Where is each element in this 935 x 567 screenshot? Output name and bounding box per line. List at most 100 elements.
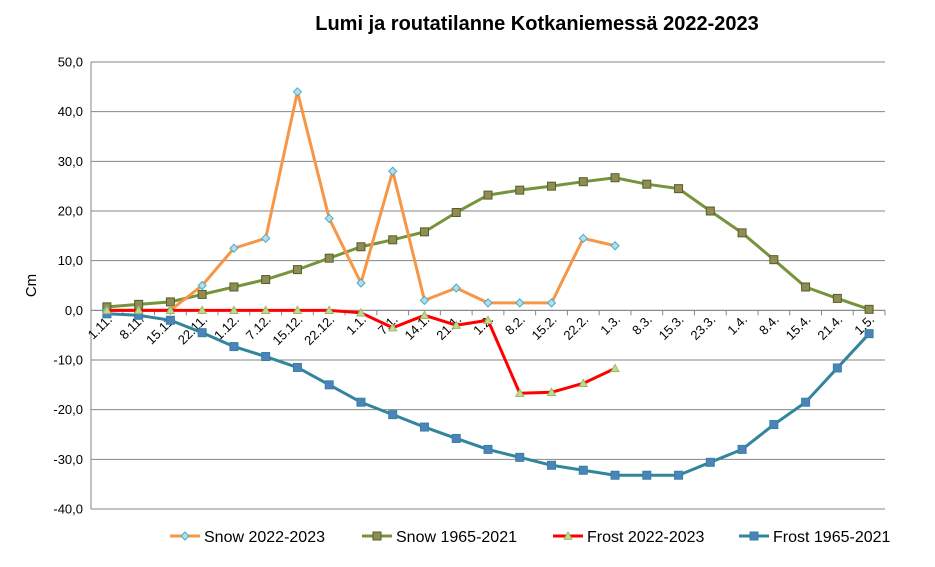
data-point [705, 206, 715, 216]
y-axis-label: Cm [23, 274, 40, 297]
data-point [133, 305, 144, 315]
data-point [674, 470, 684, 480]
data-point [451, 283, 461, 293]
data-point [674, 184, 684, 194]
data-point [864, 329, 874, 339]
data-point [610, 470, 620, 480]
data-point [197, 280, 207, 291]
x-tick-label: 1.2. [470, 312, 496, 338]
data-point [515, 185, 525, 195]
data-point [610, 241, 620, 251]
data-point [451, 320, 462, 329]
data-point [769, 255, 779, 265]
data-point [165, 305, 176, 315]
data-point [737, 444, 747, 454]
legend: Snow 2022-2023 Snow 1965-2021 Frost 2022-2… [170, 529, 891, 546]
data-point [387, 322, 398, 332]
data-point [261, 352, 271, 362]
data-point [801, 282, 811, 292]
legend-item: Frost 1965-2021 [739, 529, 891, 546]
y-tick-label: 40,0 [58, 104, 83, 119]
data-point [260, 233, 271, 244]
x-tick-label: 15.12. [269, 312, 305, 348]
data-point [292, 265, 302, 275]
data-point [260, 305, 271, 315]
series-line [106, 90, 616, 312]
data-point [483, 190, 493, 200]
x-tick-label: 23.3. [687, 312, 718, 343]
data-point [292, 87, 303, 97]
data-point [483, 298, 493, 308]
y-tick-label: 20,0 [58, 204, 83, 219]
data-point [578, 378, 589, 388]
legend-item: Frost 2022-2023 [553, 529, 705, 546]
data-point [705, 457, 715, 467]
data-point [292, 305, 303, 315]
data-point [229, 305, 239, 315]
data-point [451, 207, 461, 217]
legend-marker [563, 530, 573, 540]
y-tick-label: -40,0 [53, 502, 83, 517]
data-point [229, 282, 239, 292]
data-point [483, 315, 493, 324]
axes [90, 62, 886, 509]
y-tick-label: -30,0 [53, 452, 83, 467]
y-tick-labels: -40,0 -30,0 -20,0 -10,0 0,0 10,0 20,0 30,0 40,0 5… [53, 55, 83, 517]
chart-title: Lumi ja routatilanne Kotkaniemessä 2022-… [315, 13, 759, 35]
x-tick-label: 15.4. [783, 312, 814, 343]
data-point [197, 328, 207, 338]
legend-item: Snow 1965-2021 [362, 529, 517, 546]
series-2 [102, 305, 620, 397]
series-0 [102, 87, 620, 316]
x-tick-label: 8.4. [756, 312, 782, 338]
data-point [229, 243, 239, 253]
x-tick-label: 15.2. [529, 312, 560, 343]
x-tick-label: 8.3. [629, 312, 655, 338]
data-point [578, 465, 588, 475]
data-point [388, 235, 398, 245]
data-point [229, 342, 239, 352]
x-tick-label: 8.2. [502, 312, 528, 338]
data-point [832, 293, 842, 303]
x-tick-label: 22.2. [560, 312, 591, 343]
data-point [737, 228, 747, 238]
y-tick-label: -20,0 [53, 402, 83, 417]
data-point [197, 305, 208, 315]
data-point [578, 233, 588, 244]
data-point [514, 388, 525, 397]
data-point [388, 166, 398, 176]
series-layer [102, 87, 874, 480]
data-point [102, 305, 112, 315]
data-point [324, 253, 334, 263]
data-point [546, 387, 557, 396]
data-point [451, 433, 461, 443]
data-point [324, 380, 334, 390]
legend-marker [749, 531, 759, 541]
data-point [356, 278, 366, 288]
data-point [547, 460, 557, 470]
data-point [578, 177, 588, 187]
x-tick-label: 1.4. [724, 312, 750, 338]
data-point [419, 295, 430, 306]
series-1 [102, 173, 874, 314]
x-tick-label: 15.3. [656, 312, 687, 343]
y-tick-label: 50,0 [58, 55, 83, 70]
legend-label: Snow 1965-2021 [396, 529, 517, 546]
data-point [642, 179, 652, 189]
data-point [419, 227, 429, 237]
legend-item: Snow 2022-2023 [170, 529, 325, 546]
legend-label: Frost 2022-2023 [587, 529, 705, 546]
data-point [642, 470, 652, 480]
data-point [356, 307, 366, 317]
data-point [388, 410, 398, 420]
y-tick-label: 0,0 [65, 303, 83, 318]
legend-marker [180, 531, 190, 541]
data-point [356, 242, 366, 252]
x-tick-label: 1.3. [597, 312, 623, 338]
x-tick-label: 22.12. [301, 312, 337, 348]
data-point [483, 444, 493, 454]
x-tick-label: 21.4. [814, 312, 845, 343]
data-point [546, 298, 557, 308]
data-point [261, 275, 271, 285]
